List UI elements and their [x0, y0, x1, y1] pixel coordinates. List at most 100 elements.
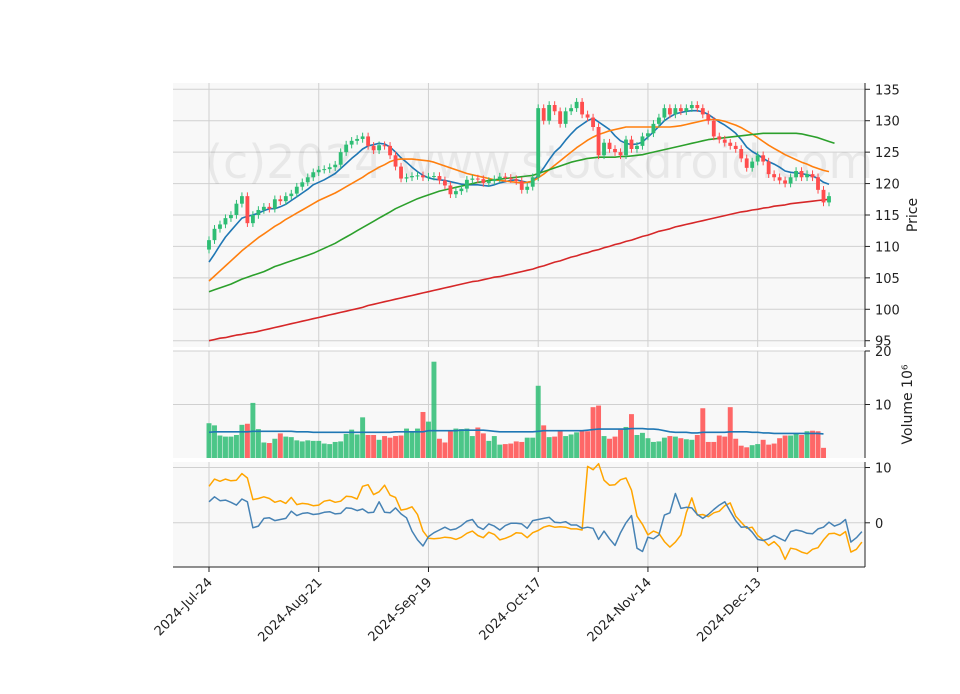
volume-bar: [310, 440, 316, 458]
candle-body: [272, 199, 277, 209]
volume-bar: [376, 439, 382, 458]
volume-bar: [288, 437, 294, 458]
volume-bar: [645, 438, 651, 458]
volume-bar: [206, 423, 212, 458]
volume-bar: [475, 427, 481, 458]
candle-body: [569, 108, 574, 112]
volume-bar: [360, 417, 366, 458]
volume-bar: [420, 411, 426, 458]
volume-bar: [261, 442, 267, 458]
volume-bar: [349, 429, 355, 458]
volume-bar: [338, 441, 344, 458]
macd-y-tick-label: 10: [875, 462, 892, 477]
candle-body: [267, 206, 272, 209]
volume-bar: [552, 436, 558, 458]
price-y-tick-label: 125: [875, 146, 900, 161]
candle-body: [519, 181, 524, 190]
candle-body: [827, 196, 831, 203]
volume-bar: [371, 434, 377, 458]
volume-bar: [661, 437, 667, 458]
candle-body: [761, 155, 766, 162]
volume-bar: [513, 441, 519, 458]
volume-bar: [705, 441, 711, 458]
volume-bar: [469, 436, 475, 458]
candle-body: [810, 174, 815, 178]
price-y-tick-label: 110: [875, 240, 900, 255]
x-tick-label: 2024-Nov-14: [585, 575, 655, 645]
volume-bar: [782, 435, 788, 458]
candle-body: [530, 177, 535, 187]
volume-bar: [667, 436, 673, 458]
macd-line: [208, 492, 863, 553]
candle-body: [261, 206, 266, 210]
volume-bar: [283, 436, 289, 458]
candle-body: [629, 139, 634, 149]
candle-body: [410, 176, 414, 178]
volume-bar: [519, 441, 525, 458]
x-tick-label: 2024-Oct-17: [477, 575, 545, 643]
candle-body: [552, 105, 557, 112]
volume-bar: [771, 443, 777, 458]
candle-body: [766, 161, 771, 175]
candle-body: [684, 108, 689, 112]
volume-bar: [722, 436, 728, 458]
volume-bar: [629, 414, 634, 458]
candle-body: [508, 177, 513, 180]
volume-bar: [305, 440, 311, 458]
ma-line-1: [208, 109, 830, 263]
candle-body: [591, 117, 595, 127]
volume-bar: [815, 431, 821, 458]
price-y-tick-label: 115: [875, 209, 900, 224]
candle-body: [816, 177, 820, 190]
candle-body: [322, 169, 327, 171]
candle-body: [646, 133, 650, 137]
candle-body: [739, 149, 744, 159]
volume-bar: [382, 436, 388, 458]
volume-bar: [744, 447, 750, 458]
candle-body: [772, 174, 777, 178]
volume-bar: [738, 445, 744, 458]
signal-line: [208, 462, 863, 561]
candle-body: [492, 179, 497, 182]
volume-bar: [546, 437, 552, 458]
volume-bar: [716, 435, 722, 458]
candle-body: [218, 224, 222, 229]
volume-y-tick-label: 20: [875, 345, 892, 360]
candle-body: [689, 105, 694, 109]
candle-body: [635, 145, 639, 149]
volume-bar: [398, 435, 404, 458]
candle-body: [294, 186, 299, 194]
candle-body: [651, 123, 656, 134]
candle-body: [464, 179, 469, 189]
volume-bar: [777, 438, 783, 458]
volume-bar: [266, 443, 272, 458]
volume-bar: [491, 436, 497, 458]
candle-body: [371, 145, 376, 151]
ma-line-3: [208, 132, 835, 293]
volume-bar: [464, 428, 470, 458]
volume-bar: [607, 438, 612, 458]
volume-bar: [524, 437, 530, 458]
candle-body: [706, 114, 711, 121]
x-tick-label: 2024-Sep-19: [366, 575, 436, 645]
candle-body: [256, 209, 261, 215]
volume-bar: [563, 436, 569, 458]
volume-bar: [821, 447, 826, 458]
candle-body: [475, 178, 480, 180]
candle-body: [311, 172, 316, 178]
volume-bar: [393, 436, 399, 458]
ma-line-4: [208, 198, 830, 342]
price-y-tick-label: 100: [875, 303, 900, 318]
candle-body: [453, 191, 458, 195]
candle-body: [234, 203, 239, 215]
volume-bar: [634, 434, 640, 458]
volume-bar: [217, 435, 223, 458]
volume-bar: [486, 440, 492, 458]
candle-body: [777, 177, 782, 181]
volume-bar: [365, 434, 371, 458]
candle-body: [207, 240, 211, 250]
volume-bar: [579, 430, 585, 458]
candle-body: [382, 145, 387, 147]
candle-body: [717, 136, 722, 140]
